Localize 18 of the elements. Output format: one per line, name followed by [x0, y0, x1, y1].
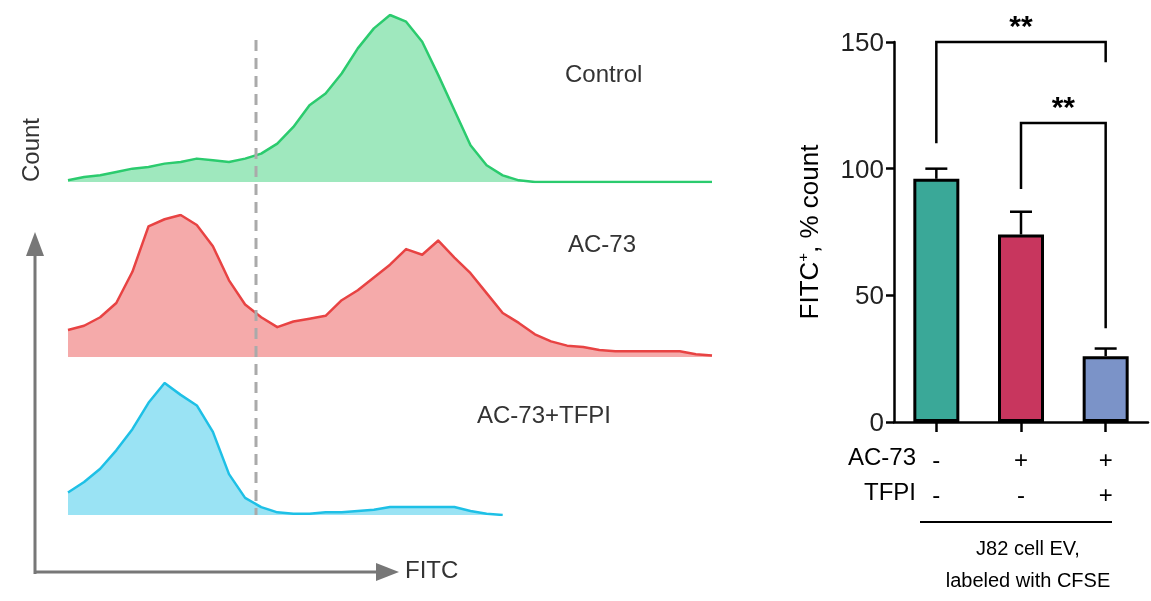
text: AC-73+TFPI: [477, 400, 612, 428]
annotation: **: [1051, 90, 1076, 124]
y-tick-label: 0: [869, 407, 884, 437]
x-axis-title: FITC: [405, 555, 459, 583]
text: AC-73: [847, 442, 916, 470]
x-axis-title: J82 cell EV, labeled with CFSE: [945, 537, 1111, 591]
text: **: [1009, 9, 1033, 42]
y-tick-label: 50: [855, 280, 884, 311]
x-tick-label: + +: [1098, 446, 1113, 508]
y-tick-label: 100: [840, 153, 884, 184]
y-axis-title: FITC+, % count: [793, 143, 824, 320]
text: TFPI: [864, 477, 916, 505]
text: AC-73: [568, 229, 637, 257]
x-tick-label: - -: [932, 446, 941, 508]
x-tick-label: + -: [1013, 446, 1029, 508]
y-tick-label: 150: [840, 27, 884, 57]
text: Control: [565, 59, 643, 87]
y-axis-title: Count: [16, 117, 44, 183]
